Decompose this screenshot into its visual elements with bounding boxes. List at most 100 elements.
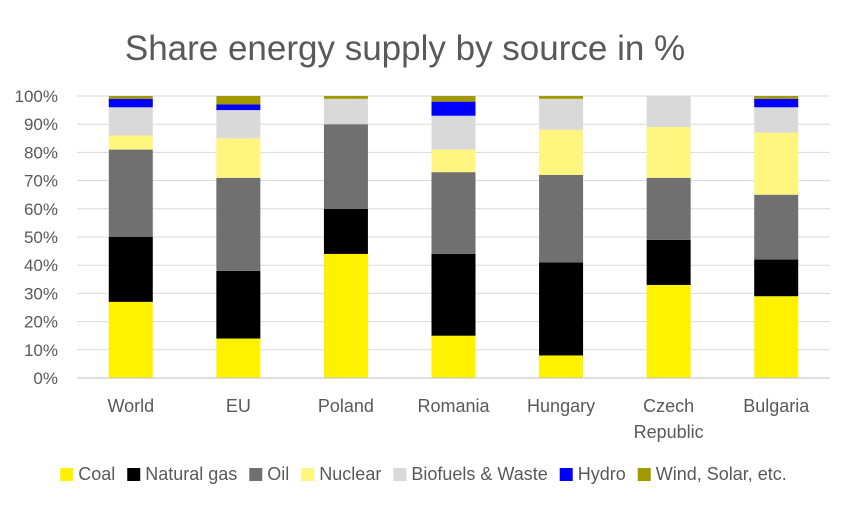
bar-segment-natural-gas (431, 253, 476, 336)
bar-segment-nuclear (431, 149, 476, 173)
y-tick-label: 90% (24, 115, 58, 134)
bar-segment-biofuels-waste (539, 98, 584, 130)
bar-stack-czech-republic (646, 96, 691, 378)
bar-segment-nuclear (754, 132, 799, 195)
x-tick-label-line: Czech (643, 396, 694, 416)
bar-stack-world (108, 96, 153, 378)
bar-segment-biofuels-waste (431, 115, 476, 150)
y-tick-label: 0% (33, 369, 58, 388)
x-tick-label-line: Bulgaria (743, 396, 810, 416)
bar-segment-biofuels-waste (754, 107, 799, 133)
bar-segment-oil (323, 124, 368, 209)
legend: Coal Natural gas Oil Nuclear Biofuels & Wast… (60, 464, 787, 484)
bar-segment-oil (646, 177, 691, 240)
bar-segment-wind-solar-etc (216, 96, 261, 105)
chart-title: Share energy supply by source in % (125, 29, 685, 68)
bar-stack-bulgaria (754, 96, 799, 378)
legend-label: Oil (267, 464, 289, 484)
legend-swatch (301, 468, 315, 481)
bar-segment-nuclear (539, 129, 584, 175)
x-tick-label-line: Poland (318, 396, 374, 416)
bar-segment-coal (646, 284, 691, 378)
y-tick-label: 50% (24, 228, 58, 247)
bar-segment-oil (754, 194, 799, 260)
x-tick-label-line: World (107, 396, 154, 416)
legend-item: Oil (249, 464, 289, 484)
legend-item: Coal (60, 464, 115, 484)
bar-segment-natural-gas (539, 262, 584, 356)
y-tick-label: 70% (24, 172, 58, 191)
legend-swatch (637, 468, 651, 481)
bar-segment-coal (216, 338, 261, 378)
bar-segment-biofuels-waste (323, 98, 368, 125)
legend-item: Wind, Solar, etc. (637, 464, 787, 484)
legend-item: Hydro (559, 464, 626, 484)
bar-segment-natural-gas (323, 208, 368, 254)
x-tick-label-line: EU (226, 396, 251, 416)
bar-segment-natural-gas (216, 270, 261, 339)
x-tick-label: Hungary (527, 396, 595, 416)
bar-segment-oil (431, 172, 476, 254)
legend-swatch (249, 468, 263, 481)
bar-segment-coal (431, 335, 476, 378)
y-tick-label: 10% (24, 341, 58, 360)
legend-label: Nuclear (319, 464, 381, 484)
bar-segment-hydro (108, 98, 153, 108)
y-tick-label: 100% (15, 87, 58, 106)
x-tick-label: Bulgaria (743, 396, 810, 416)
bar-segment-wind-solar-etc (754, 96, 799, 99)
bar-segment-wind-solar-etc (539, 96, 584, 99)
legend-swatch (559, 468, 573, 481)
bar-segment-hydro (754, 98, 799, 108)
bar-segment-hydro (431, 101, 476, 116)
bar-segment-natural-gas (754, 259, 799, 297)
legend-label: Biofuels & Waste (411, 464, 547, 484)
bar-segment-biofuels-waste (216, 110, 261, 139)
y-tick-label: 60% (24, 200, 58, 219)
bars (108, 96, 799, 378)
x-tick-label: Poland (318, 396, 374, 416)
bar-segment-coal (323, 253, 368, 378)
bar-segment-nuclear (216, 138, 261, 178)
bar-segment-wind-solar-etc (323, 96, 368, 99)
x-axis-category-labels: World EU Poland Romania Hungary Czech Republic… (107, 396, 810, 442)
bar-segment-nuclear (108, 135, 153, 150)
bar-stack-romania (431, 96, 476, 378)
bar-segment-wind-solar-etc (431, 96, 476, 102)
bar-segment-hydro (216, 104, 261, 111)
x-tick-label: EU (226, 396, 251, 416)
bar-segment-natural-gas (108, 237, 153, 302)
legend-label: Wind, Solar, etc. (656, 464, 787, 484)
x-tick-label-line: Republic (634, 422, 704, 442)
bar-segment-oil (216, 177, 261, 271)
x-tick-label-line: Romania (417, 396, 490, 416)
bar-segment-biofuels-waste (646, 96, 691, 128)
legend-item: Nuclear (301, 464, 381, 484)
bar-segment-biofuels-waste (108, 107, 153, 136)
bar-segment-nuclear (646, 127, 691, 178)
x-tick-label-line: Hungary (527, 396, 595, 416)
y-tick-label: 20% (24, 313, 58, 332)
x-tick-label: Romania (417, 396, 490, 416)
legend-swatch (393, 468, 407, 481)
legend-label: Hydro (578, 464, 626, 484)
bar-segment-coal (754, 296, 799, 378)
bar-segment-coal (108, 301, 153, 378)
legend-label: Natural gas (145, 464, 237, 484)
legend-swatch (127, 468, 141, 481)
x-tick-label: World (107, 396, 154, 416)
bar-stack-eu (216, 96, 261, 378)
legend-item: Natural gas (127, 464, 237, 484)
y-tick-label: 40% (24, 256, 58, 275)
bar-segment-oil (108, 149, 153, 237)
bar-segment-coal (539, 355, 584, 378)
y-tick-label: 80% (24, 143, 58, 162)
legend-item: Biofuels & Waste (393, 464, 548, 484)
legend-label: Coal (78, 464, 115, 484)
bar-stack-hungary (539, 96, 584, 378)
y-axis-tick-labels: 0% 10% 20% 30% 40% 50% 60% 70% 80% 90% 100% (15, 87, 58, 388)
legend-swatch (60, 468, 74, 481)
y-tick-label: 30% (24, 284, 58, 303)
